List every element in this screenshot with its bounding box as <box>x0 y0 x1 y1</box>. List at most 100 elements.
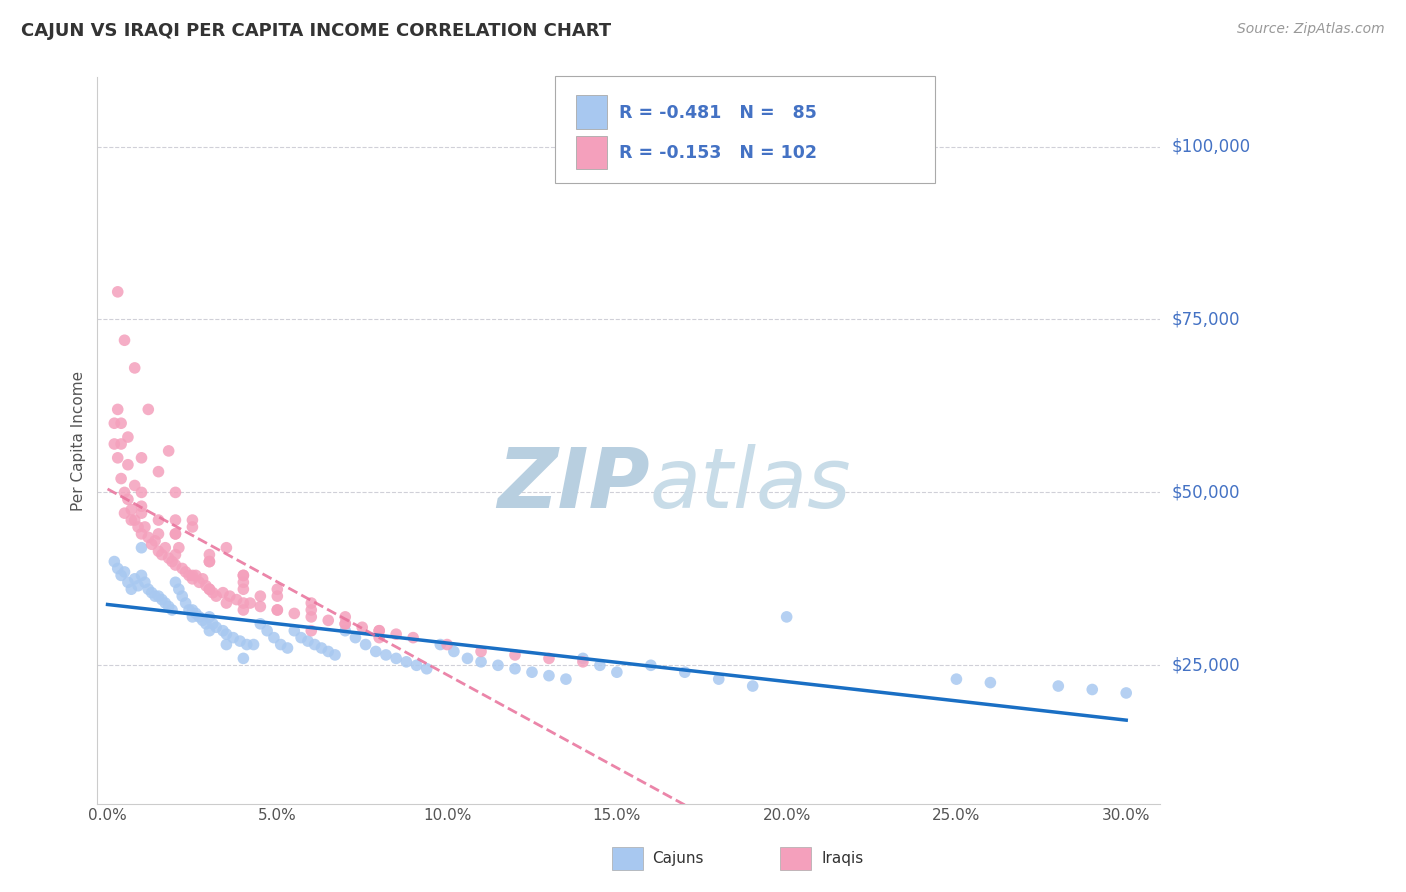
Point <box>174 565 197 579</box>
Point <box>195 616 218 631</box>
Point <box>160 555 183 569</box>
Point <box>181 520 204 534</box>
Point <box>266 589 288 603</box>
Point <box>148 527 170 541</box>
Point <box>134 575 156 590</box>
Point <box>131 527 153 541</box>
Point <box>136 402 159 417</box>
Point <box>236 638 259 652</box>
Point <box>181 513 204 527</box>
Point <box>283 607 305 621</box>
Point <box>124 360 146 375</box>
Point <box>165 527 187 541</box>
Point <box>335 624 357 638</box>
Point <box>160 603 183 617</box>
Point <box>232 651 254 665</box>
Point <box>276 640 298 655</box>
Point <box>107 285 129 299</box>
Point <box>429 638 451 652</box>
Point <box>110 437 132 451</box>
Point <box>191 572 214 586</box>
Point <box>172 561 194 575</box>
Point <box>143 589 166 603</box>
Point <box>707 672 730 686</box>
Point <box>136 582 159 597</box>
Point <box>141 585 163 599</box>
Point <box>131 568 153 582</box>
Point <box>456 651 478 665</box>
Point <box>165 548 187 562</box>
Point <box>184 607 207 621</box>
Text: atlas: atlas <box>650 443 852 524</box>
Point <box>120 513 142 527</box>
Point <box>201 616 224 631</box>
Point <box>368 624 391 638</box>
Point <box>198 582 221 597</box>
Point <box>120 582 142 597</box>
Point <box>263 631 285 645</box>
Point <box>114 485 136 500</box>
Point <box>352 620 374 634</box>
Point <box>157 599 180 614</box>
Point <box>136 530 159 544</box>
Point <box>945 672 967 686</box>
Point <box>143 533 166 548</box>
Point <box>1047 679 1070 693</box>
Point <box>405 658 427 673</box>
Point <box>416 662 439 676</box>
Point <box>436 638 458 652</box>
Point <box>606 665 628 680</box>
Point <box>537 651 560 665</box>
Point <box>198 610 221 624</box>
Point <box>188 610 211 624</box>
Point <box>165 558 187 572</box>
Point <box>172 589 194 603</box>
Point <box>181 568 204 582</box>
Point <box>212 624 235 638</box>
Point <box>131 506 153 520</box>
Point <box>232 568 254 582</box>
Point <box>256 624 278 638</box>
Text: R = -0.481   N =   85: R = -0.481 N = 85 <box>619 104 817 122</box>
Point <box>283 624 305 638</box>
Point <box>375 648 398 662</box>
Point <box>181 610 204 624</box>
Point <box>198 624 221 638</box>
Text: R = -0.153   N = 102: R = -0.153 N = 102 <box>619 145 817 162</box>
Point <box>131 541 153 555</box>
Point <box>107 450 129 465</box>
Text: Cajuns: Cajuns <box>652 852 704 866</box>
Point <box>181 603 204 617</box>
Point <box>124 513 146 527</box>
Point <box>141 537 163 551</box>
Point <box>110 416 132 430</box>
Point <box>249 589 271 603</box>
Point <box>385 627 408 641</box>
Point <box>299 603 322 617</box>
Point <box>232 568 254 582</box>
Point <box>124 478 146 492</box>
Point <box>117 458 139 472</box>
Point <box>470 655 492 669</box>
Point <box>148 589 170 603</box>
Point <box>242 638 264 652</box>
Point <box>266 582 288 597</box>
Point <box>520 665 543 680</box>
Point <box>589 658 612 673</box>
Text: $75,000: $75,000 <box>1171 310 1240 328</box>
Point <box>775 610 797 624</box>
Point <box>215 627 238 641</box>
Point <box>165 513 187 527</box>
Point <box>1115 686 1137 700</box>
Point <box>165 527 187 541</box>
Point <box>344 631 367 645</box>
Point <box>979 675 1001 690</box>
Point <box>117 430 139 444</box>
Point <box>368 631 391 645</box>
Point <box>114 333 136 347</box>
Point <box>131 450 153 465</box>
Point <box>741 679 763 693</box>
Point <box>184 568 207 582</box>
Point <box>232 575 254 590</box>
Point <box>368 624 391 638</box>
